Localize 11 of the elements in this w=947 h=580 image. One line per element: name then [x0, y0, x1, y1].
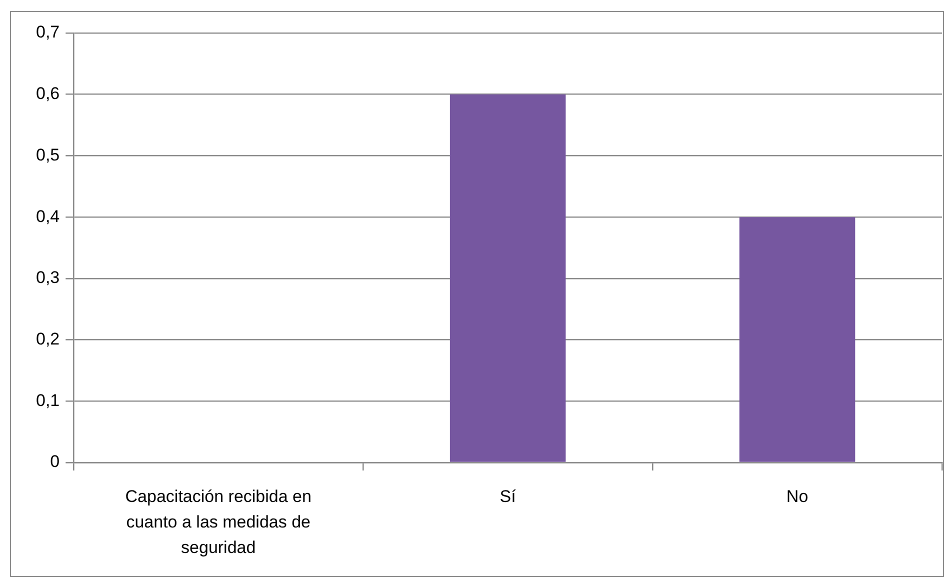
y-tick-label: 0,4 — [36, 206, 60, 226]
x-tick-label: Sí — [500, 486, 516, 506]
y-tick-label: 0,3 — [36, 268, 60, 288]
x-tick-label: No — [786, 486, 808, 506]
y-tick-label: 0,5 — [36, 145, 60, 164]
y-tick-label: 0,1 — [36, 390, 60, 410]
y-tick-label: 0,6 — [36, 84, 60, 104]
y-tick-label: 0,7 — [36, 22, 60, 42]
y-tick-label: 0,2 — [36, 329, 60, 348]
x-tick-label: Capacitación recibida en cuanto a las medidas de seguridad — [125, 486, 312, 557]
y-tick-label: 0 — [50, 452, 60, 472]
